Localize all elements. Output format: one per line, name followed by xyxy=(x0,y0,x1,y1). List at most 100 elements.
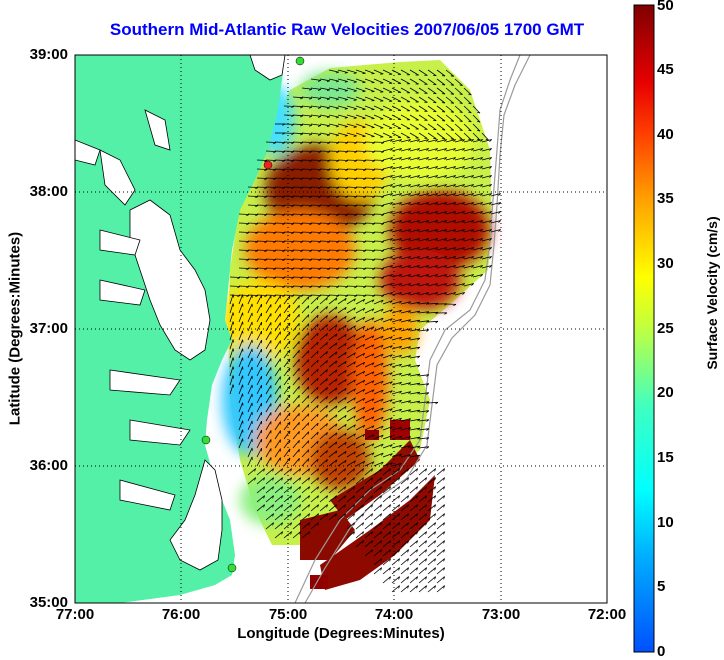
velocity-vector xyxy=(266,223,276,224)
x-axis-label: Longitude (Degrees:Minutes) xyxy=(75,625,607,642)
velocity-vector-head xyxy=(233,331,234,334)
velocity-vector xyxy=(302,268,312,269)
velocity-vector xyxy=(248,241,258,242)
velocity-vector xyxy=(347,187,357,188)
velocity-vector xyxy=(365,214,375,215)
velocity-vector xyxy=(347,250,357,251)
velocity-vector xyxy=(356,277,366,278)
velocity-vector xyxy=(320,232,330,233)
velocity-vector xyxy=(374,178,384,179)
colorbar-tick-label: 5 xyxy=(657,578,665,595)
colorbar-tick-label: 50 xyxy=(657,0,674,14)
velocity-vector xyxy=(356,223,366,224)
velocity-vector xyxy=(320,187,330,188)
velocity-vector xyxy=(329,151,339,152)
velocity-vector xyxy=(248,250,258,251)
velocity-vector xyxy=(338,178,348,179)
velocity-vector xyxy=(284,232,294,233)
colorbar-tick-label: 40 xyxy=(657,126,674,143)
velocity-vector xyxy=(329,277,339,278)
velocity-vector xyxy=(302,160,312,161)
velocity-vector xyxy=(239,268,249,269)
velocity-vector xyxy=(320,151,330,152)
velocity-vector xyxy=(329,160,339,161)
velocity-vector xyxy=(302,214,312,215)
velocity-vector xyxy=(374,250,384,251)
velocity-vector xyxy=(347,232,357,233)
velocity-vector xyxy=(284,205,294,206)
velocity-vector xyxy=(356,250,366,251)
velocity-vector xyxy=(284,223,294,224)
velocity-vector-head xyxy=(233,376,234,379)
velocity-vector xyxy=(293,286,303,287)
velocity-vector xyxy=(338,205,348,206)
velocity-vector xyxy=(266,160,276,161)
velocity-vector xyxy=(302,196,312,197)
velocity-vector xyxy=(266,151,276,152)
velocity-vector xyxy=(275,268,285,269)
velocity-vector xyxy=(248,232,258,233)
x-tick-label: 74:00 xyxy=(364,606,424,623)
velocity-vector xyxy=(311,295,321,296)
velocity-vector xyxy=(266,196,276,197)
colorbar-tick-label: 25 xyxy=(657,320,674,337)
velocity-vector xyxy=(293,250,303,251)
velocity-vector xyxy=(320,250,330,251)
velocity-vector xyxy=(293,151,303,152)
velocity-vector xyxy=(293,160,303,161)
velocity-vector-head xyxy=(451,103,454,104)
velocity-vector-head xyxy=(451,121,454,122)
velocity-vector xyxy=(248,295,258,296)
velocity-vector xyxy=(320,223,330,224)
velocity-vector-head xyxy=(451,130,454,131)
velocity-vector xyxy=(311,223,321,224)
velocity-vector xyxy=(275,142,285,143)
velocity-vector-head xyxy=(363,100,366,101)
velocity-vector xyxy=(284,241,294,242)
velocity-vector xyxy=(311,241,321,242)
velocity-vector-head xyxy=(451,139,454,140)
velocity-vector xyxy=(320,169,330,170)
velocity-vector xyxy=(311,214,321,215)
velocity-vector xyxy=(248,268,258,269)
velocity-vector-head xyxy=(233,385,234,388)
velocity-vector xyxy=(284,259,294,260)
velocity-vector xyxy=(275,232,285,233)
velocity-vector xyxy=(311,268,321,269)
velocity-vector xyxy=(311,142,321,143)
velocity-vector xyxy=(284,169,294,170)
station-marker xyxy=(228,564,236,572)
velocity-vector xyxy=(284,151,294,152)
velocity-vector xyxy=(365,160,375,161)
velocity-vector xyxy=(248,196,258,197)
velocity-vector xyxy=(293,259,303,260)
velocity-vector-head xyxy=(233,358,234,361)
velocity-vector xyxy=(365,295,375,296)
velocity-vector xyxy=(293,268,303,269)
velocity-vector xyxy=(302,178,312,179)
velocity-vector-head xyxy=(363,91,366,92)
velocity-vector xyxy=(356,169,366,170)
velocity-vector xyxy=(266,259,276,260)
velocity-vector xyxy=(347,178,357,179)
velocity-vector xyxy=(266,268,276,269)
velocity-vector-head xyxy=(233,295,234,298)
velocity-vector xyxy=(347,196,357,197)
velocity-vector xyxy=(374,241,384,242)
velocity-vector-head xyxy=(451,76,454,77)
velocity-vector xyxy=(284,268,294,269)
velocity-vector xyxy=(356,295,366,296)
velocity-vector xyxy=(365,142,375,143)
velocity-vector xyxy=(338,169,348,170)
colorbar-tick-label: 15 xyxy=(657,449,674,466)
velocity-vector xyxy=(293,187,303,188)
velocity-vector xyxy=(275,241,285,242)
station-marker xyxy=(264,161,272,169)
velocity-vector xyxy=(356,241,366,242)
velocity-vector xyxy=(293,205,303,206)
velocity-vector xyxy=(302,241,312,242)
velocity-vector xyxy=(320,259,330,260)
velocity-vector xyxy=(374,196,384,197)
velocity-vector xyxy=(338,187,348,188)
